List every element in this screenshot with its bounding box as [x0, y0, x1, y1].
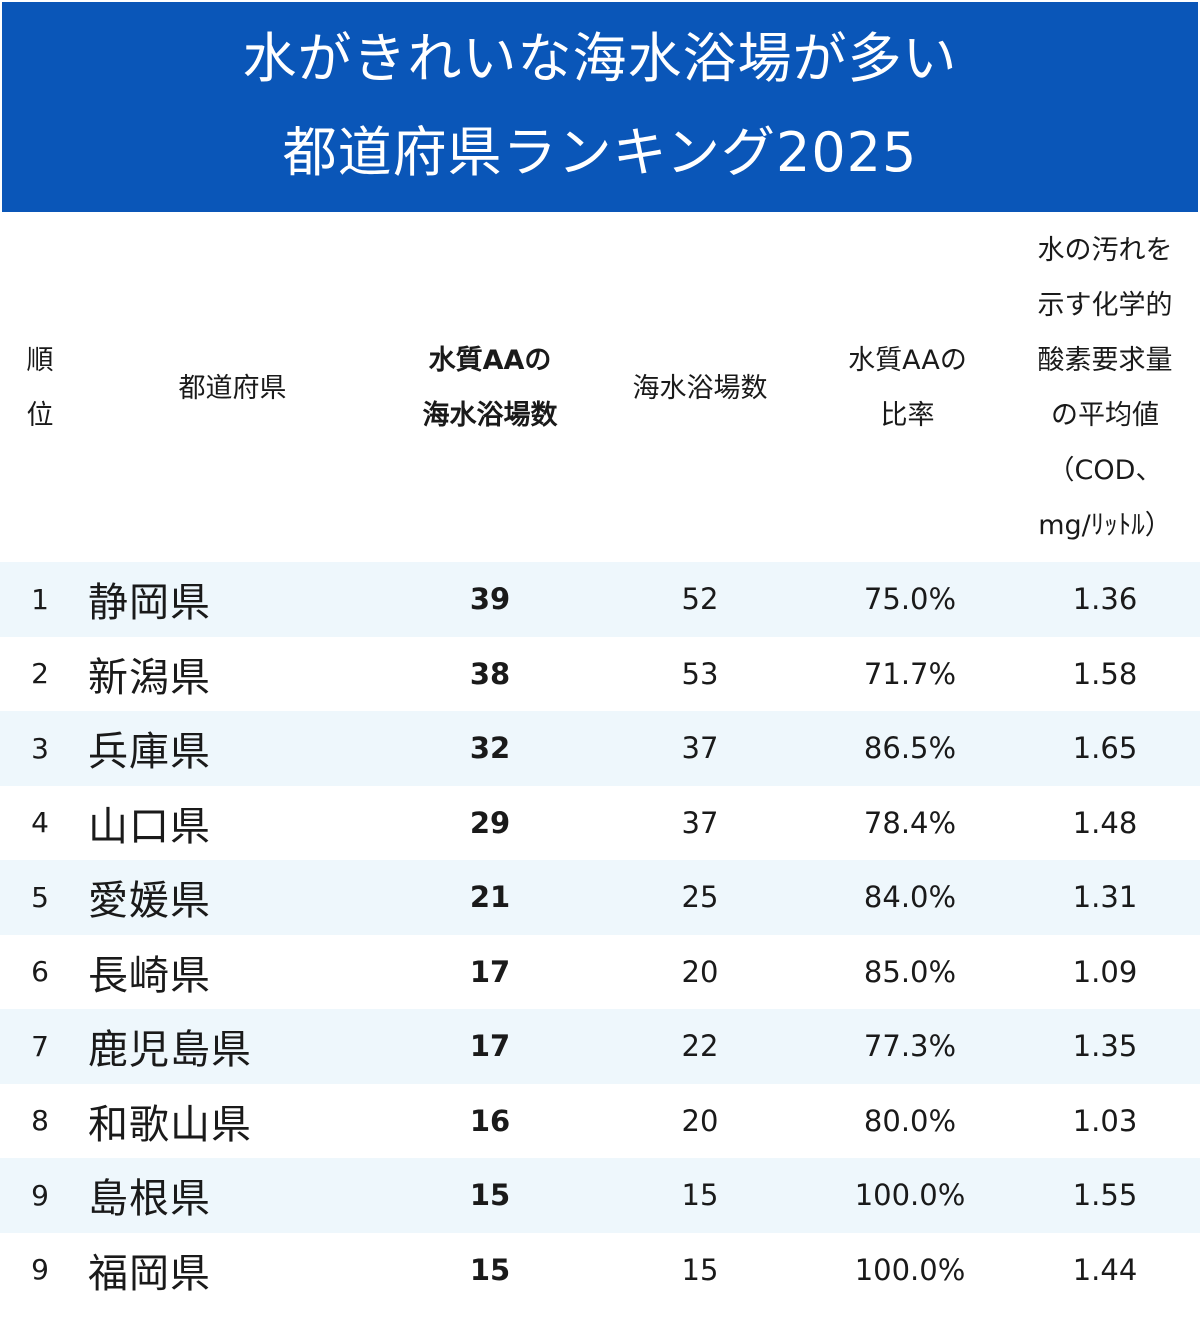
header-rank: 順 位	[26, 345, 54, 431]
ratio-cell: 71.7%	[863, 656, 957, 691]
header-ratio: 水質AAの 比率	[848, 345, 967, 431]
table-row: 8 和歌山県 16 20 80.0% 1.03	[0, 1084, 1200, 1159]
rank-cell: 7	[31, 1029, 49, 1063]
ratio-cell: 80.0%	[863, 1103, 957, 1138]
ratio-cell: 77.3%	[863, 1029, 957, 1064]
aa-count-cell: 21	[469, 880, 511, 915]
total-cell: 52	[681, 582, 719, 617]
total-cell: 20	[681, 1103, 719, 1138]
aa-count-cell: 17	[469, 1029, 511, 1064]
rank-cell: 2	[31, 657, 49, 691]
table-header: 順 位 都道府県 水質AAの 海水浴場数 海水浴場数 水質AAの 比率 水の汚れ…	[0, 214, 1200, 562]
cod-cell: 1.58	[1072, 656, 1138, 691]
table-row: 9 福岡県 15 15 100.0% 1.44	[0, 1233, 1200, 1308]
table-row: 5 愛媛県 21 25 84.0% 1.31	[0, 860, 1200, 935]
total-cell: 20	[681, 954, 719, 989]
rank-cell: 9	[31, 1253, 49, 1287]
aa-count-cell: 32	[469, 731, 511, 766]
aa-count-cell: 15	[469, 1252, 511, 1287]
prefecture-cell: 愛媛県	[88, 878, 211, 925]
prefecture-cell: 山口県	[88, 803, 211, 850]
title-line-1: 水がきれいな海水浴場が多い	[242, 27, 958, 90]
total-cell: 22	[681, 1029, 719, 1064]
aa-count-cell: 16	[469, 1103, 511, 1138]
ratio-cell: 78.4%	[863, 805, 957, 840]
aa-count-cell: 17	[469, 954, 511, 989]
prefecture-cell: 鹿児島県	[88, 1027, 252, 1074]
header-prefecture: 都道府県	[178, 372, 287, 404]
total-cell: 37	[681, 805, 719, 840]
header-cod: 水の汚れを 示す化学的 酸素要求量 の平均値 （COD、 mg/ﾘｯﾄﾙ）	[1037, 235, 1173, 541]
cod-cell: 1.03	[1072, 1103, 1138, 1138]
table-row: 9 島根県 15 15 100.0% 1.55	[0, 1158, 1200, 1233]
ratio-cell: 85.0%	[863, 954, 957, 989]
title-banner: 水がきれいな海水浴場が多い 都道府県ランキング2025	[0, 0, 1200, 214]
cod-cell: 1.09	[1072, 954, 1138, 989]
aa-count-cell: 39	[469, 582, 511, 617]
table-row: 2 新潟県 38 53 71.7% 1.58	[0, 637, 1200, 712]
prefecture-cell: 新潟県	[88, 654, 211, 701]
ratio-cell: 75.0%	[863, 582, 957, 617]
ratio-cell: 100.0%	[854, 1178, 966, 1213]
prefecture-cell: 静岡県	[88, 580, 211, 627]
aa-count-cell: 15	[469, 1178, 511, 1213]
rank-cell: 3	[31, 731, 49, 765]
total-cell: 25	[681, 880, 719, 915]
cod-cell: 1.48	[1072, 805, 1138, 840]
table-row: 4 山口県 29 37 78.4% 1.48	[0, 786, 1200, 861]
table-row: 3 兵庫県 32 37 86.5% 1.65	[0, 711, 1200, 786]
rank-cell: 5	[31, 880, 49, 914]
cod-cell: 1.44	[1072, 1252, 1138, 1287]
total-cell: 15	[681, 1178, 719, 1213]
aa-count-cell: 29	[469, 805, 511, 840]
rank-cell: 6	[31, 955, 49, 989]
table-row: 1 静岡県 39 52 75.0% 1.36	[0, 562, 1200, 637]
cod-cell: 1.35	[1072, 1029, 1138, 1064]
ratio-cell: 100.0%	[854, 1252, 966, 1287]
ranking-table-body: 1 静岡県 39 52 75.0% 1.36 2 新潟県 38 53 71.7%…	[0, 562, 1200, 1307]
prefecture-cell: 兵庫県	[88, 729, 211, 776]
rank-cell: 1	[31, 582, 49, 616]
total-cell: 37	[681, 731, 719, 766]
rank-cell: 9	[31, 1178, 49, 1212]
rank-cell: 8	[31, 1104, 49, 1138]
total-cell: 53	[681, 656, 719, 691]
prefecture-cell: 長崎県	[88, 952, 211, 999]
prefecture-cell: 島根県	[88, 1176, 211, 1223]
prefecture-cell: 和歌山県	[88, 1101, 252, 1148]
cod-cell: 1.31	[1072, 880, 1138, 915]
cod-cell: 1.65	[1072, 731, 1138, 766]
prefecture-cell: 福岡県	[88, 1250, 211, 1297]
title-line-2: 都道府県ランキング2025	[282, 121, 918, 184]
cod-cell: 1.36	[1072, 582, 1138, 617]
table-row: 6 長崎県 17 20 85.0% 1.09	[0, 935, 1200, 1010]
header-total: 海水浴場数	[632, 372, 768, 404]
rank-cell: 4	[31, 806, 49, 840]
table-row: 7 鹿児島県 17 22 77.3% 1.35	[0, 1009, 1200, 1084]
aa-count-cell: 38	[469, 656, 511, 691]
ratio-cell: 84.0%	[863, 880, 957, 915]
total-cell: 15	[681, 1252, 719, 1287]
cod-cell: 1.55	[1072, 1178, 1138, 1213]
header-aa-count: 水質AAの 海水浴場数	[422, 345, 558, 431]
ratio-cell: 86.5%	[863, 731, 957, 766]
